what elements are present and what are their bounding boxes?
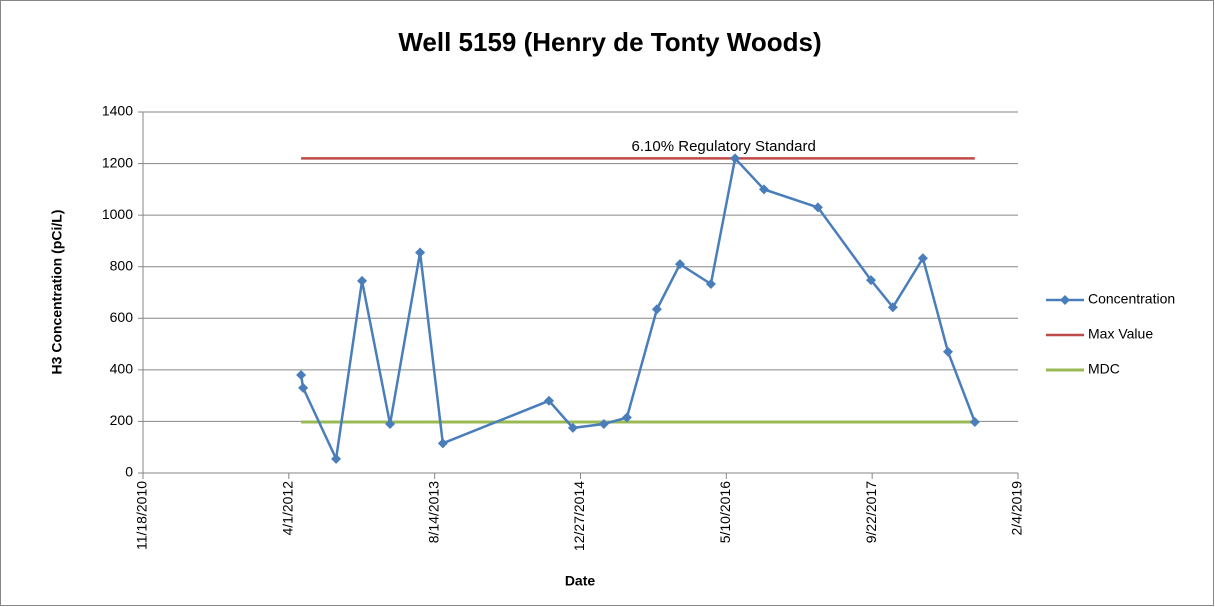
data-point bbox=[651, 304, 662, 315]
data-point bbox=[598, 419, 609, 430]
y-tick-label: 600 bbox=[110, 309, 134, 325]
x-axis-label: Date bbox=[565, 573, 596, 589]
y-tick-label: 400 bbox=[110, 361, 134, 377]
legend-label: Max Value bbox=[1088, 326, 1153, 342]
data-point bbox=[705, 278, 716, 289]
y-tick-label: 200 bbox=[110, 412, 134, 428]
data-point bbox=[296, 370, 307, 381]
data-point bbox=[621, 412, 632, 423]
data-point bbox=[544, 395, 554, 406]
data-point bbox=[567, 422, 578, 433]
data-point bbox=[866, 275, 876, 286]
data-point bbox=[917, 253, 928, 264]
data-point bbox=[298, 382, 309, 393]
x-tick-label: 12/27/2014 bbox=[571, 481, 587, 551]
y-tick-label: 1200 bbox=[102, 154, 133, 170]
data-point bbox=[887, 302, 898, 313]
data-point bbox=[758, 184, 769, 195]
x-tick-label: 4/1/2012 bbox=[280, 481, 296, 536]
data-point bbox=[812, 202, 823, 213]
series-line bbox=[299, 155, 977, 464]
data-point bbox=[331, 453, 342, 464]
y-tick-label: 800 bbox=[110, 257, 134, 273]
data-point bbox=[437, 438, 448, 449]
data-point bbox=[357, 275, 368, 286]
chart-title: Well 5159 (Henry de Tonty Woods) bbox=[398, 27, 821, 57]
data-point bbox=[385, 419, 396, 430]
legend-label: Concentration bbox=[1088, 291, 1175, 307]
legend-marker bbox=[1060, 295, 1070, 305]
x-tick-label: 8/14/2013 bbox=[425, 481, 441, 543]
x-tick-label: 2/4/2019 bbox=[1009, 481, 1025, 536]
data-point bbox=[943, 346, 953, 357]
x-tick-label: 11/18/2010 bbox=[134, 481, 150, 550]
y-tick-label: 1400 bbox=[102, 103, 133, 119]
legend-label: MDC bbox=[1088, 361, 1120, 377]
data-point bbox=[415, 247, 426, 258]
data-point bbox=[969, 416, 980, 427]
y-tick-label: 0 bbox=[125, 464, 133, 480]
annotation: 6.10% Regulatory Standard bbox=[632, 138, 816, 155]
y-tick-label: 1000 bbox=[102, 206, 133, 222]
x-tick-label: 9/22/2017 bbox=[863, 481, 879, 543]
data-point bbox=[730, 153, 741, 164]
x-tick-label: 5/10/2016 bbox=[717, 481, 733, 543]
data-point bbox=[674, 259, 685, 270]
y-axis-label: H3 Concentration (pCi/L) bbox=[49, 210, 65, 375]
